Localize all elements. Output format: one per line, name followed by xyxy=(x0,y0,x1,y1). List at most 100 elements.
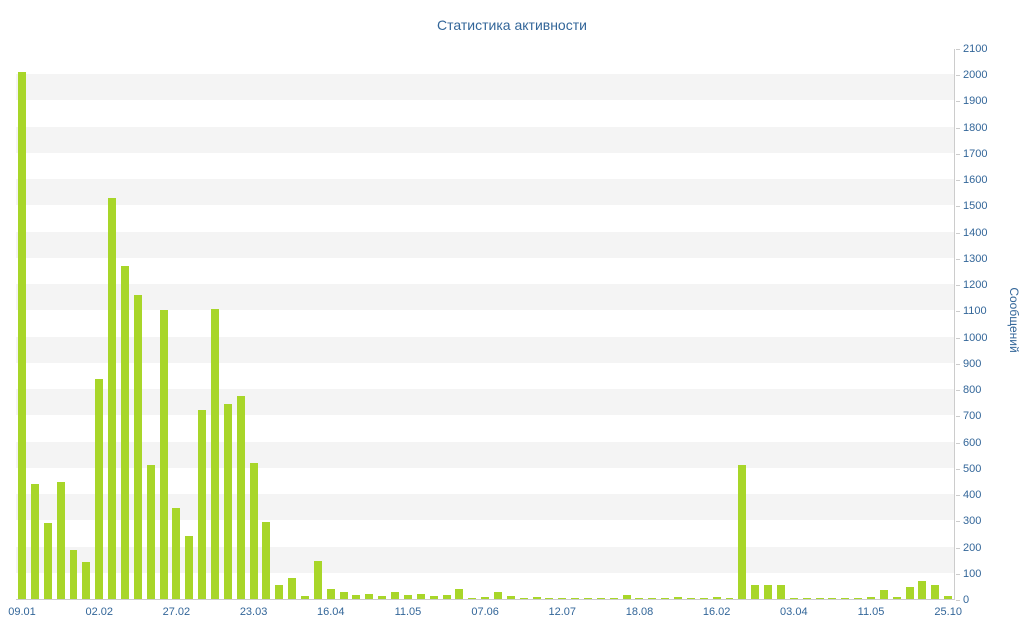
bar xyxy=(391,592,400,599)
y-tick-label: 1400 xyxy=(963,226,988,239)
grid-band xyxy=(16,389,954,416)
y-tick-label: 1200 xyxy=(963,279,988,292)
bar xyxy=(120,265,129,599)
bar xyxy=(558,597,567,599)
y-tick-mark xyxy=(956,206,960,208)
x-tick-label: 16.02 xyxy=(702,606,731,618)
bar xyxy=(56,482,65,599)
y-tick-label: 800 xyxy=(963,384,982,397)
bar xyxy=(365,593,374,599)
bar xyxy=(918,580,927,599)
y-tick-mark xyxy=(956,49,960,50)
y-tick-label: 1900 xyxy=(963,95,988,108)
grid-band xyxy=(16,494,954,521)
bar xyxy=(776,584,785,599)
grid-band xyxy=(16,231,954,258)
bar xyxy=(892,596,901,599)
bar xyxy=(262,521,271,599)
bar xyxy=(841,598,850,599)
bar xyxy=(288,578,297,599)
y-tick-label: 500 xyxy=(963,462,982,475)
bar xyxy=(339,592,348,599)
y-tick-label: 1000 xyxy=(963,331,988,344)
bar xyxy=(159,310,168,599)
bar xyxy=(532,596,541,599)
y-tick-mark xyxy=(956,363,960,365)
bar xyxy=(712,596,721,599)
bar xyxy=(609,597,618,599)
bar xyxy=(944,596,953,599)
bar xyxy=(905,587,914,599)
bar xyxy=(18,71,27,599)
bar xyxy=(738,465,747,599)
bar xyxy=(69,550,78,599)
x-tick-label: 12.07 xyxy=(548,606,577,618)
y-tick-mark xyxy=(956,442,960,444)
bar xyxy=(313,560,322,599)
y-axis-title: Сообщений xyxy=(1007,287,1021,353)
bar xyxy=(931,584,940,599)
y-tick-mark xyxy=(956,258,960,260)
bar xyxy=(493,592,502,599)
bar xyxy=(442,595,451,599)
bar xyxy=(635,597,644,599)
y-tick-mark xyxy=(956,180,960,182)
x-tick-label: 11.05 xyxy=(394,606,422,618)
y-tick-mark xyxy=(956,521,960,523)
bar xyxy=(545,597,554,599)
bar xyxy=(751,584,760,599)
y-tick-mark xyxy=(956,127,960,129)
bar xyxy=(403,595,412,599)
bar xyxy=(764,584,773,599)
bar xyxy=(596,598,605,599)
bar xyxy=(429,596,438,599)
grid-band xyxy=(16,441,954,468)
chart-title: Статистика активности xyxy=(437,17,587,33)
y-tick-label: 1600 xyxy=(963,174,988,187)
y-tick-mark xyxy=(956,75,960,77)
bar xyxy=(674,596,683,599)
bar xyxy=(802,597,811,599)
bar xyxy=(519,597,528,599)
bar xyxy=(236,395,245,599)
bar xyxy=(95,378,104,599)
y-tick-label: 900 xyxy=(963,357,982,370)
x-tick-label: 02.02 xyxy=(85,606,113,618)
grid-band xyxy=(16,179,954,206)
bar xyxy=(249,462,258,599)
y-tick-mark xyxy=(956,573,960,575)
y-tick-mark xyxy=(956,600,960,601)
y-tick-label: 1800 xyxy=(963,121,988,134)
y-tick-label: 300 xyxy=(963,515,982,528)
y-tick-mark xyxy=(956,495,960,497)
bar xyxy=(211,309,219,599)
y-tick-label: 2100 xyxy=(963,43,988,55)
y-tick-mark xyxy=(956,232,960,234)
bar xyxy=(571,598,580,599)
bar xyxy=(648,598,657,599)
bar xyxy=(725,598,734,599)
y-tick-mark xyxy=(956,153,960,155)
bar xyxy=(686,598,695,599)
bar xyxy=(828,597,837,599)
bar xyxy=(506,596,515,599)
y-tick-label: 1500 xyxy=(963,200,988,213)
bar xyxy=(30,483,39,599)
bar xyxy=(661,598,670,599)
bar xyxy=(326,588,335,599)
bar xyxy=(146,465,155,599)
bar xyxy=(223,403,232,599)
y-tick-label: 1100 xyxy=(963,305,987,318)
y-tick-mark xyxy=(956,547,960,549)
y-tick-label: 400 xyxy=(963,489,982,502)
y-tick-label: 700 xyxy=(963,410,982,423)
grid-band xyxy=(16,336,954,363)
x-tick-label: 07.06 xyxy=(471,606,499,618)
y-tick-label: 1300 xyxy=(963,252,988,265)
bar xyxy=(198,410,207,599)
bar xyxy=(108,197,117,599)
bar xyxy=(455,588,464,599)
bar xyxy=(622,595,631,599)
y-tick-label: 1700 xyxy=(963,147,988,160)
